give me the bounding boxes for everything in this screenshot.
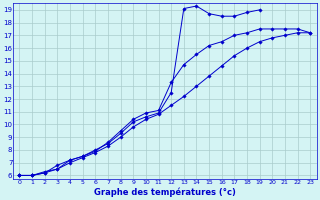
X-axis label: Graphe des températures (°c): Graphe des températures (°c) xyxy=(94,187,236,197)
